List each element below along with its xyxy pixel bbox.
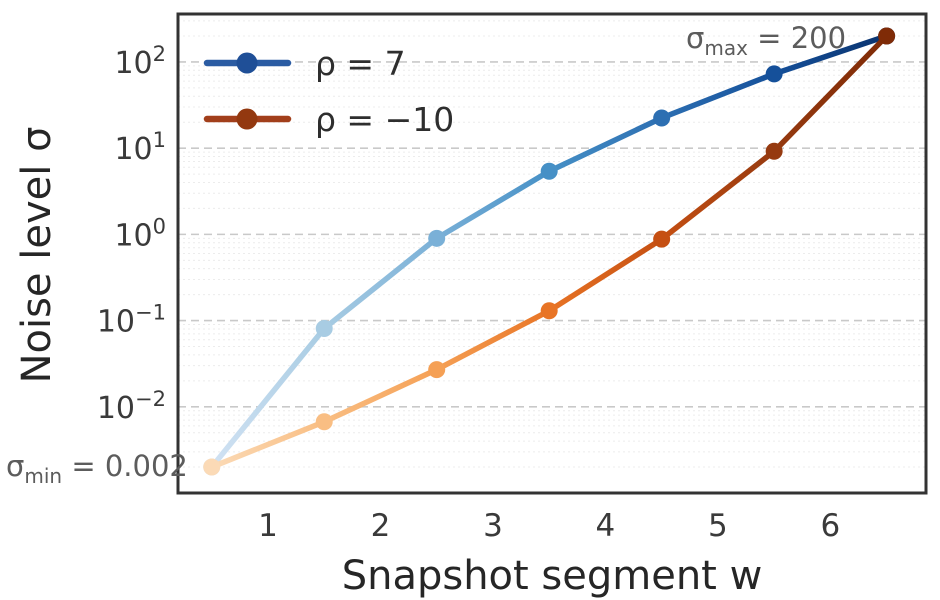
series-1-segment (658, 148, 777, 242)
series-0-marker (315, 319, 333, 337)
series-1-segment (321, 366, 440, 425)
x-tick-label: 6 (821, 508, 841, 544)
series-0-marker (653, 109, 671, 127)
series-1-marker (315, 413, 333, 431)
y-tick-label: 10−1 (97, 301, 166, 340)
y-tick-label: 101 (114, 128, 166, 167)
x-tick-label: 5 (708, 508, 728, 544)
series-1-marker (428, 361, 446, 379)
axes-layer: 102 101 100 10−1 10−2 1 2 3 4 5 6 Snapshot segment … (14, 12, 928, 599)
series-0-segment (771, 33, 890, 77)
series-0-segment (208, 325, 327, 470)
sigma-min-annotation: σmin = 0.002 (6, 449, 188, 488)
series-0-marker (540, 162, 558, 180)
legend: ρ = 7 ρ = −10 (203, 44, 454, 139)
legend-marker (236, 108, 258, 130)
legend-marker (236, 52, 258, 74)
series-1-marker (203, 458, 221, 476)
series-1-segment (771, 33, 890, 155)
series-0-segment (433, 168, 552, 242)
series-1-marker (540, 302, 558, 320)
y-tick-label: 102 (114, 42, 166, 81)
legend-item-0: ρ = 7 (203, 44, 406, 83)
annotations-layer: σmax = 200 σmin = 0.002 (6, 21, 846, 488)
series-layer (203, 27, 896, 476)
x-axis-label: Snapshot segment w (342, 553, 763, 599)
series-0-marker (765, 65, 783, 83)
x-tick-label: 2 (371, 508, 391, 544)
series-1-marker (653, 230, 671, 248)
series-0-segment (658, 71, 777, 121)
x-tick-label: 3 (483, 508, 503, 544)
series-0-segment (546, 115, 665, 174)
legend-label: ρ = −10 (315, 100, 454, 139)
plot-frame (176, 12, 928, 495)
series-0-marker (428, 229, 446, 247)
y-tick-label: 10−2 (97, 387, 166, 426)
series-1-segment (546, 236, 665, 314)
sigma-max-annotation: σmax = 200 (686, 21, 846, 60)
x-tick-label: 4 (596, 508, 616, 544)
y-axis-label: Noise level σ (14, 127, 60, 384)
legend-label: ρ = 7 (315, 44, 406, 83)
x-tick-label: 1 (258, 508, 278, 544)
series-1-marker (765, 142, 783, 160)
y-tick-label: 100 (114, 214, 166, 253)
series-1-segment (208, 419, 327, 470)
series-0-segment (321, 235, 440, 332)
grid-layer (178, 20, 926, 468)
series-1-marker (878, 27, 896, 45)
series-1-segment (433, 308, 552, 373)
legend-item-1: ρ = −10 (203, 100, 454, 139)
